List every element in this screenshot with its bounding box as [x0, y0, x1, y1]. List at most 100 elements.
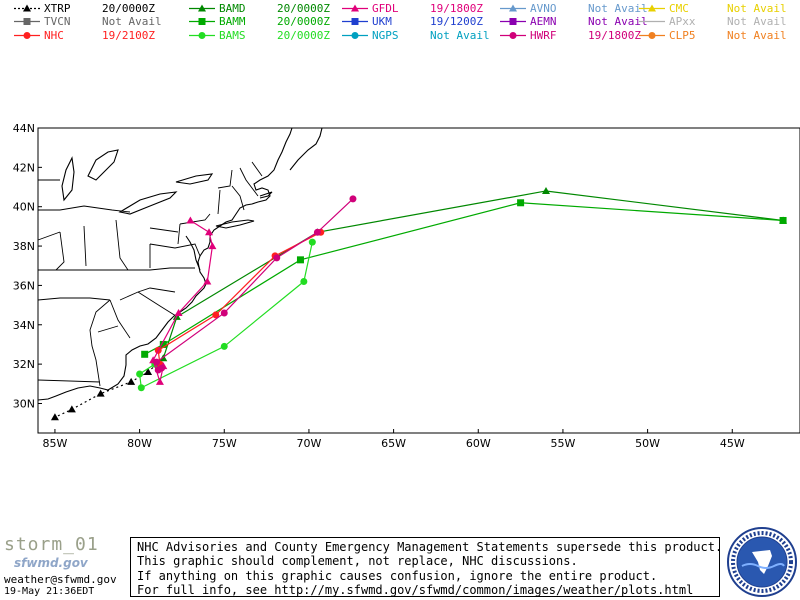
legend-swatch	[189, 4, 215, 12]
legend-marker	[509, 32, 517, 39]
y-tick-label: 32N	[13, 358, 35, 371]
axis-labels: 85W 80W 75W 70W 65W 60W 55W 50W 45W 30N 32N 34N 36N 3…	[13, 122, 745, 450]
legend-time: Not Avail	[102, 15, 162, 28]
track-point	[220, 342, 228, 350]
sfwmd-seal-icon	[727, 527, 797, 597]
legend-label: NGPS	[372, 29, 399, 42]
track-point	[273, 254, 281, 262]
track-point	[542, 186, 550, 194]
brand-logo-text: sfwmd.gov	[14, 556, 88, 570]
nova-scotia	[289, 127, 323, 171]
legend-label: BAMD	[219, 2, 246, 15]
generated-timestamp: 19-May 21:36EDT	[4, 586, 95, 597]
us-coastline	[37, 127, 293, 401]
x-tick-label: 45W	[720, 437, 745, 450]
track-point	[159, 340, 167, 348]
legend-swatch	[189, 32, 215, 39]
legend-time: 19/1800Z	[588, 29, 641, 42]
track-point	[517, 199, 525, 207]
long-island	[215, 219, 255, 229]
legend-swatch	[342, 32, 368, 39]
disclaimer-line: NHC Advisories and County Emergency Mana…	[137, 540, 723, 554]
x-tick-label: 80W	[127, 437, 152, 450]
legend-marker	[351, 4, 359, 12]
y-tick-label: 40N	[13, 201, 35, 214]
legend-swatch	[342, 4, 368, 12]
track-point	[136, 370, 144, 378]
disclaimer-line: This graphic should complement, not repl…	[137, 554, 578, 569]
y-tick-label: 36N	[13, 279, 35, 292]
track-point	[144, 368, 153, 375]
contact-email: weather@sfwmd.gov	[4, 573, 117, 586]
lake-michigan	[61, 156, 75, 202]
x-tick-label: 50W	[635, 437, 660, 450]
legend-swatch	[14, 32, 40, 39]
brand-name: storm_01	[4, 534, 99, 555]
track-point	[155, 377, 164, 385]
legend-marker	[648, 4, 656, 12]
y-tick-label: 38N	[13, 240, 35, 253]
legend-time: 20/0000Z	[277, 2, 330, 15]
model-tracks	[50, 186, 788, 421]
legend-label: HWRF	[530, 29, 557, 42]
track-hwrf	[153, 195, 357, 374]
lake-erie	[118, 191, 178, 215]
legend-label: CLP5	[669, 29, 696, 42]
cape-cod	[259, 191, 273, 199]
track-point	[779, 216, 787, 224]
x-tick-label: 75W	[212, 437, 237, 450]
lake-huron	[87, 149, 119, 181]
lake-ontario	[175, 173, 214, 185]
legend-label: BAMM	[219, 15, 246, 28]
y-tick-label: 30N	[13, 397, 35, 410]
legend-time: Not Avail	[588, 15, 648, 28]
legend-swatch	[639, 20, 665, 23]
track-point	[153, 358, 161, 366]
legend-label: TVCN	[44, 15, 71, 28]
legend-label: AVNO	[530, 2, 557, 15]
legend-marker	[198, 4, 206, 12]
legend-marker	[351, 32, 359, 39]
legend-time: 19/2100Z	[102, 29, 155, 42]
track-point	[208, 242, 217, 250]
legend-label: BAMS	[219, 29, 246, 42]
track-point	[349, 195, 357, 203]
legend-label: XTRP	[44, 2, 71, 15]
map-frame	[37, 127, 800, 434]
legend-label: UKM	[372, 15, 392, 28]
track-point	[154, 366, 162, 374]
legend-time: 19/1800Z	[430, 2, 483, 15]
legend-time: 20/0000Z	[277, 15, 330, 28]
legend-swatch	[14, 4, 40, 12]
track-point	[220, 309, 228, 317]
legend-swatch	[14, 18, 40, 25]
track-point	[308, 238, 316, 246]
x-tick-label: 85W	[42, 437, 67, 450]
track-point	[137, 384, 145, 392]
legend-swatch	[500, 4, 526, 12]
track-point	[186, 216, 195, 224]
legend-marker	[351, 18, 359, 25]
land-outlines	[37, 127, 323, 401]
legend-swatch	[639, 32, 665, 39]
track-point	[212, 311, 220, 319]
legend-marker	[198, 18, 206, 25]
track-point	[67, 405, 76, 413]
track-point	[127, 377, 136, 385]
y-tick-label: 42N	[13, 161, 35, 174]
track-map: 85W 80W 75W 70W 65W 60W 55W 50W 45W 30N 32N 34N 36N 3…	[13, 122, 800, 450]
legend-time: Not Avail	[727, 2, 787, 15]
disclaimer-box: NHC Advisories and County Emergency Mana…	[130, 537, 723, 597]
legend-marker	[509, 18, 517, 25]
legend-time: Not Avail	[727, 29, 787, 42]
legend-swatch	[500, 18, 526, 25]
chesapeake-bay	[185, 235, 201, 271]
legend-label: GFDL	[372, 2, 399, 15]
track-point	[313, 228, 321, 236]
disclaimer-line: For full info, see http://my.sfwmd.gov/s…	[137, 582, 694, 597]
graticule-ticks	[38, 127, 733, 433]
track-point	[174, 308, 183, 316]
legend-swatch	[500, 32, 526, 39]
legend-swatch	[342, 18, 368, 25]
state-boundaries	[37, 161, 263, 387]
